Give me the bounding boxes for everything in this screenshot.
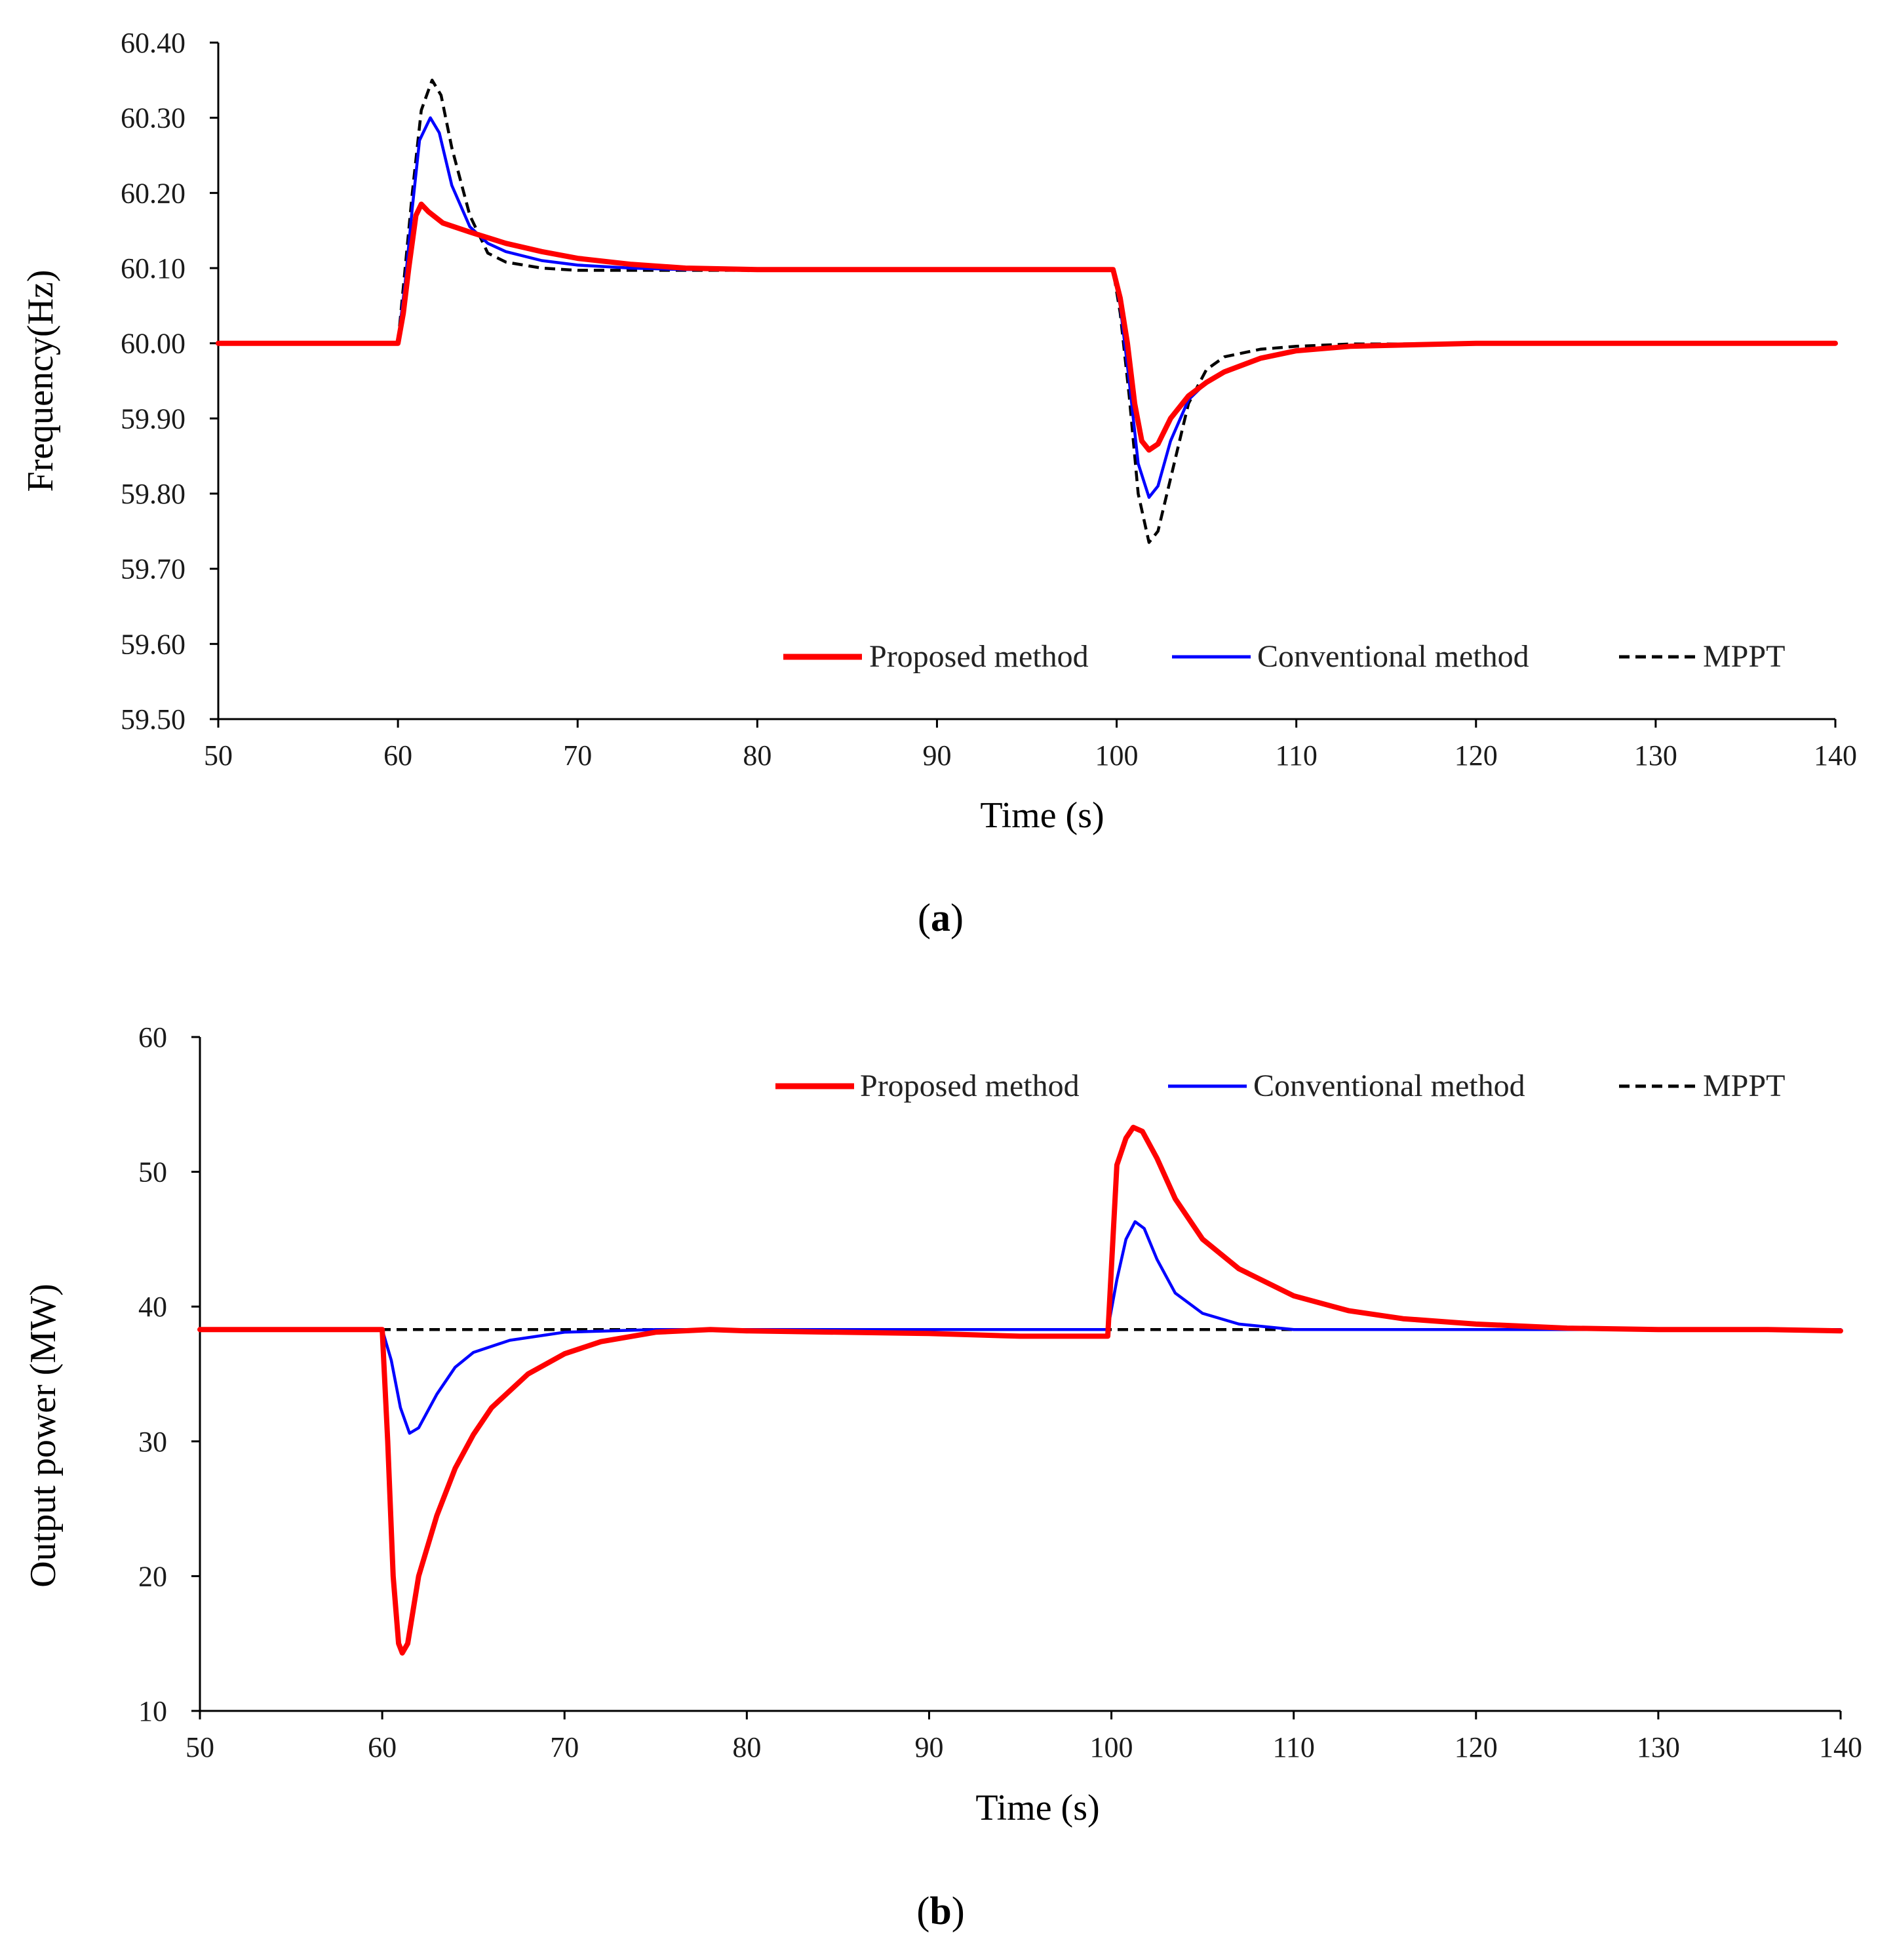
- y-tick-label: 40: [138, 1291, 167, 1323]
- x-tick-label: 80: [743, 739, 772, 772]
- y-tick-label: 20: [138, 1560, 167, 1592]
- legend-label-conventional: Conventional method: [1253, 1068, 1525, 1103]
- y-tick-label: 60: [138, 1021, 167, 1053]
- legend-label-proposed: Proposed method: [860, 1068, 1080, 1103]
- legend-label-conventional: Conventional method: [1257, 639, 1529, 674]
- legend: Proposed method Conventional method MPPT: [775, 1068, 1785, 1103]
- x-tick-label: 50: [204, 739, 233, 772]
- x-tick-label: 120: [1455, 1731, 1498, 1763]
- x-tick-label: 110: [1272, 1731, 1314, 1763]
- y-tick-label: 30: [138, 1426, 167, 1458]
- y-tick-label: 60.40: [121, 27, 186, 59]
- x-tick-label: 140: [1819, 1731, 1862, 1763]
- series-line-mppt: [218, 79, 1836, 544]
- series-line-proposed-method: [197, 1124, 1843, 1656]
- output-power-chart: 50 60 70 80 90 100 110 120 130 140 10 20 30 40 50 60 Ti…: [23, 1021, 1862, 1932]
- x-tick-label: 60: [368, 1731, 397, 1763]
- y-tick-label: 60.30: [121, 102, 186, 134]
- x-tick-label: 130: [1634, 739, 1677, 772]
- x-tick-label: 80: [732, 1731, 761, 1763]
- x-tick-label: 50: [186, 1731, 214, 1763]
- y-tick-label: 59.60: [121, 628, 186, 660]
- x-tick-label: 70: [563, 739, 592, 772]
- x-tick-label: 110: [1275, 739, 1317, 772]
- x-tick-label: 60: [383, 739, 412, 772]
- x-tick-label: 120: [1455, 739, 1498, 772]
- frequency-chart: 50 60 70 80 90 100 110 120 130 140 59.50 59.60 59.70…: [20, 27, 1857, 939]
- y-tick-label: 10: [138, 1695, 167, 1727]
- y-axis-label: Output power (MW): [23, 1284, 64, 1587]
- y-tick-label: 60.00: [121, 328, 186, 360]
- x-tick-label: 90: [922, 739, 951, 772]
- x-tick-label: 100: [1090, 1731, 1133, 1763]
- series-line-proposed-method: [216, 201, 1838, 453]
- legend: Proposed method Conventional method MPPT: [783, 639, 1785, 674]
- series-line-conventional-method: [198, 1220, 1843, 1435]
- x-tick-label: 130: [1637, 1731, 1680, 1763]
- y-tick-label: 50: [138, 1156, 167, 1188]
- series-group: [197, 1124, 1843, 1656]
- x-axis-label: Time (s): [975, 1788, 1099, 1828]
- y-tick-label: 60.20: [121, 177, 186, 209]
- x-tick-label: 140: [1814, 739, 1857, 772]
- panel-label-a: (a): [918, 896, 964, 939]
- legend-label-mppt: MPPT: [1703, 1068, 1785, 1103]
- axis-ticks: 50 60 70 80 90 100 110 120 130 140 10 20 30 40 50 60: [138, 1021, 1862, 1763]
- y-tick-label: 59.80: [121, 478, 186, 510]
- legend-label-proposed: Proposed method: [869, 639, 1089, 674]
- panel-label-b: (b): [916, 1889, 964, 1932]
- y-tick-label: 59.70: [121, 553, 186, 585]
- y-tick-label: 59.50: [121, 703, 186, 735]
- series-line-conventional-method: [216, 116, 1837, 499]
- x-tick-label: 70: [550, 1731, 579, 1763]
- x-tick-label: 100: [1095, 739, 1139, 772]
- axis-ticks: 50 60 70 80 90 100 110 120 130 140 59.50 59.60 59.70…: [121, 27, 1857, 772]
- y-tick-label: 59.90: [121, 402, 186, 435]
- series-group: [216, 79, 1838, 544]
- legend-label-mppt: MPPT: [1703, 639, 1785, 674]
- x-axis-label: Time (s): [980, 795, 1104, 836]
- y-axis-label: Frequency(Hz): [20, 270, 61, 492]
- x-tick-label: 90: [914, 1731, 943, 1763]
- y-tick-label: 60.10: [121, 252, 186, 284]
